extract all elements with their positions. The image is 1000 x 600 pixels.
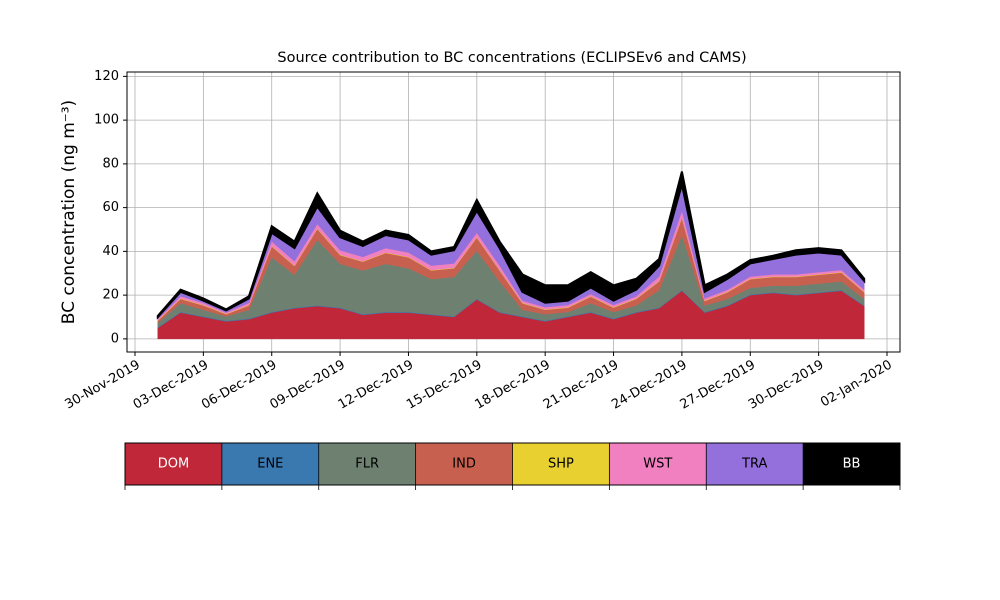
y-tick-label: 20 [102,288,119,303]
area [156,171,866,320]
legend-label: DOM [158,457,189,472]
x-tick-label: 06-Dec-2019 [199,358,279,413]
legend-frame [124,442,901,486]
x-tick-label: 18-Dec-2019 [473,358,553,413]
legend-swatch [609,443,707,485]
legend-swatch [706,443,804,485]
x-tick-label: 15-Dec-2019 [404,358,484,413]
x-tick-label: 24-Dec-2019 [609,358,689,413]
legend-label: FLR [355,457,379,472]
y-tick-label: 60 [102,200,119,215]
legend-swatch [318,443,416,485]
chart-title: Source contribution to BC concentrations… [277,50,746,66]
legend-swatch [512,443,610,485]
legend-swatch [125,443,222,485]
y-tick-label: 120 [94,69,119,84]
legend-swatch [415,443,513,485]
x-tick-label: 03-Dec-2019 [131,358,211,413]
y-tick-label: 0 [111,331,119,346]
y-tick-label: 80 [102,156,119,171]
legend-label: ENE [257,457,283,472]
x-tick-label: 09-Dec-2019 [267,358,347,413]
y-tick-label: 100 [94,113,119,128]
legend-label: IND [452,457,476,472]
legend-label: TRA [741,457,767,472]
x-tick-label: 30-Nov-2019 [62,358,142,413]
legend-swatch [803,443,900,485]
legend-label: BB [843,457,861,472]
x-tick-label: 21-Dec-2019 [541,358,621,413]
legend-label: WST [643,457,672,472]
legend-label: SHP [548,457,574,472]
y-axis-label: BC concentration (ng m⁻³) [59,100,79,324]
x-tick-label: 30-Dec-2019 [746,358,826,413]
plot-frame [126,71,901,353]
x-tick-label: 02-Jan-2020 [818,358,895,411]
x-tick-label: 12-Dec-2019 [336,358,416,413]
x-tick-label: 27-Dec-2019 [678,358,758,413]
legend-swatch [221,443,319,485]
y-tick-label: 40 [102,244,119,259]
